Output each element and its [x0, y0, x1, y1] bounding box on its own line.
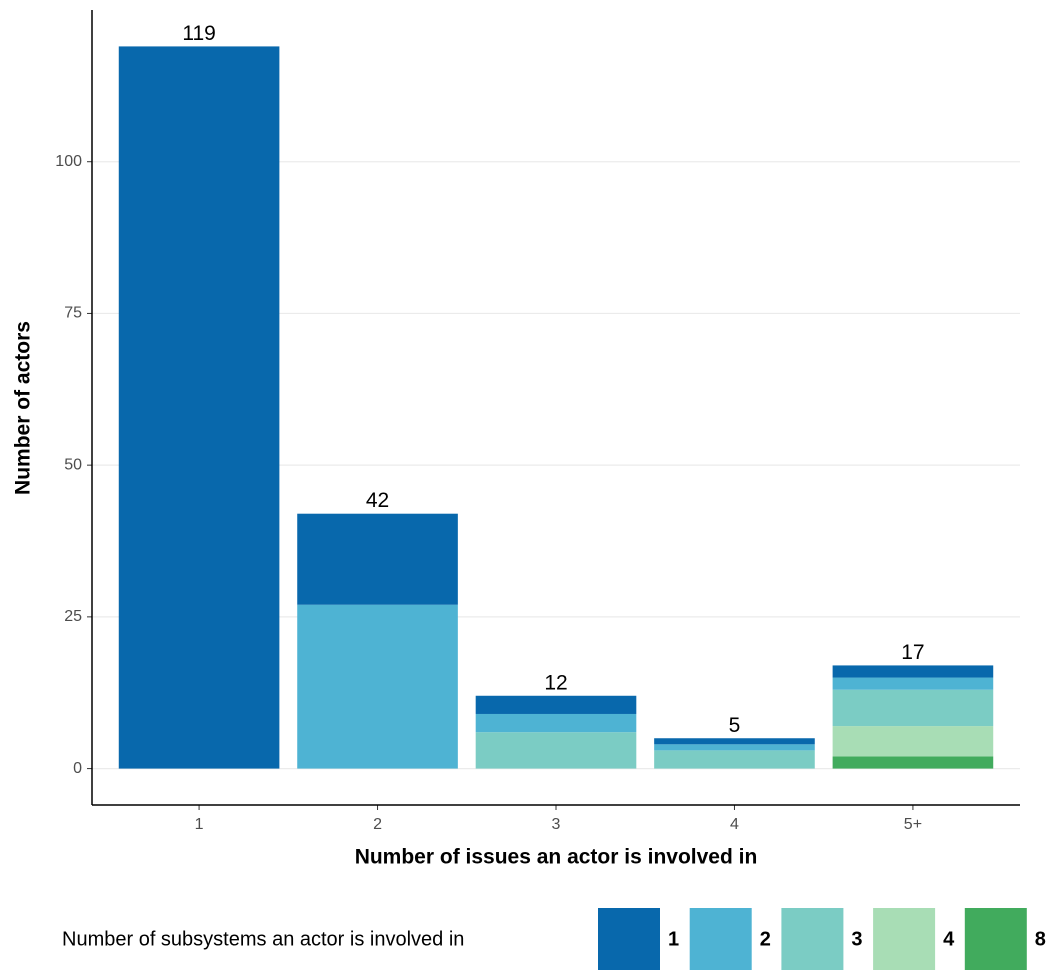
total-label: 17 — [901, 641, 924, 664]
x-tick-label: 1 — [195, 816, 204, 833]
x-tick-label: 4 — [730, 816, 739, 833]
x-axis-title: Number of issues an actor is involved in — [355, 846, 758, 869]
legend-key — [781, 908, 844, 970]
bar-segment — [832, 677, 994, 690]
bar-segment — [654, 744, 815, 751]
bar-segment — [475, 713, 637, 733]
legend-key — [964, 908, 1027, 970]
bar-segment — [297, 513, 458, 605]
y-tick-label: 50 — [64, 456, 82, 473]
legend-label: 4 — [943, 928, 955, 950]
legend-key — [689, 908, 752, 970]
x-tick-label: 2 — [373, 816, 382, 833]
bar-segment — [297, 604, 458, 769]
total-label: 12 — [544, 671, 567, 694]
legend-label: 3 — [851, 928, 862, 950]
total-label: 119 — [182, 22, 215, 45]
legend-label: 8 — [1035, 928, 1046, 950]
legend-title: Number of subsystems an actor is involve… — [62, 928, 464, 950]
x-tick-label: 5+ — [904, 816, 922, 833]
legend-key — [873, 908, 936, 970]
bar-segment — [475, 732, 637, 769]
y-tick-label: 100 — [55, 153, 82, 170]
bar-segment — [654, 738, 815, 745]
bar-segment — [832, 756, 994, 769]
legend-label: 1 — [668, 928, 679, 950]
bar-segment — [832, 665, 994, 678]
legend-key — [598, 908, 660, 970]
bar-segment — [475, 695, 637, 714]
y-tick-label: 25 — [64, 608, 82, 625]
bar-segment — [832, 726, 994, 757]
y-tick-label: 75 — [64, 305, 82, 322]
bar-segment — [118, 46, 280, 769]
y-axis-title: Number of actors — [12, 321, 35, 495]
x-tick-label: 3 — [552, 816, 561, 833]
total-label: 5 — [729, 714, 741, 737]
y-tick-label: 0 — [73, 760, 82, 777]
bar-segment — [832, 689, 994, 727]
legend-label: 2 — [760, 928, 771, 950]
total-label: 42 — [366, 489, 389, 512]
bar-segment — [654, 750, 815, 769]
